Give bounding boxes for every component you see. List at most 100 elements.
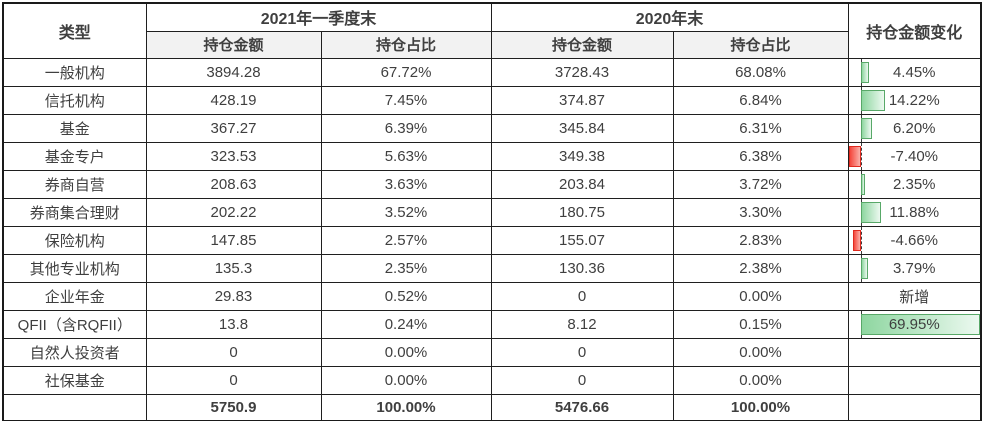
ratio-2020-cell[interactable]: 3.72%	[672, 169, 849, 199]
ratio-2020-cell[interactable]: 2.83%	[672, 225, 849, 255]
type-cell[interactable]: 基金专户	[2, 141, 147, 171]
header-group-2021q1[interactable]: 2021年一季度末	[145, 2, 492, 32]
total-amount-2020-cell[interactable]: 5476.66	[490, 393, 674, 421]
change-value: 2.35%	[892, 175, 936, 193]
type-cell[interactable]: 券商集合理财	[2, 197, 147, 227]
ratio-2021-cell[interactable]: 6.39%	[320, 113, 492, 143]
ratio-2021-cell[interactable]: 67.72%	[320, 57, 492, 87]
amount-2020-cell[interactable]: 349.38	[490, 141, 674, 171]
header-ratio-2020[interactable]: 持仓占比	[672, 30, 849, 59]
total-row: 5750.9 100.00% 5476.66 100.00%	[2, 393, 982, 421]
amount-2020-cell[interactable]: 8.12	[490, 309, 674, 339]
amount-2020-cell[interactable]: 3728.43	[490, 57, 674, 87]
amount-2021-cell[interactable]: 13.8	[145, 309, 322, 339]
change-cell[interactable]: 11.88%	[847, 197, 982, 227]
ratio-2021-cell[interactable]: 0.24%	[320, 309, 492, 339]
amount-2021-cell[interactable]: 367.27	[145, 113, 322, 143]
databar	[853, 229, 862, 251]
change-cell[interactable]: 69.95%	[847, 309, 982, 339]
ratio-2020-cell[interactable]: 3.30%	[672, 197, 849, 227]
ratio-2020-cell[interactable]: 0.00%	[672, 365, 849, 395]
ratio-2021-cell[interactable]: 5.63%	[320, 141, 492, 171]
amount-2020-cell[interactable]: 203.84	[490, 169, 674, 199]
type-cell[interactable]: 券商自营	[2, 169, 147, 199]
amount-2021-cell[interactable]: 202.22	[145, 197, 322, 227]
change-cell[interactable]	[847, 337, 982, 367]
table-row: 社保基金 0 0.00% 0 0.00%	[2, 365, 982, 395]
ratio-2020-cell[interactable]: 0.00%	[672, 337, 849, 367]
type-cell[interactable]: 信托机构	[2, 85, 147, 115]
ratio-2020-cell[interactable]: 6.84%	[672, 85, 849, 115]
amount-2021-cell[interactable]: 3894.28	[145, 57, 322, 87]
change-cell[interactable]: 新增	[847, 281, 982, 311]
table-row: 自然人投资者 0 0.00% 0 0.00%	[2, 337, 982, 367]
type-cell[interactable]: 保险机构	[2, 225, 147, 255]
amount-2020-cell[interactable]: 0	[490, 365, 674, 395]
change-value: 69.95%	[888, 315, 940, 333]
header-type[interactable]: 类型	[2, 2, 147, 59]
change-cell[interactable]: 2.35%	[847, 169, 982, 199]
ratio-2021-cell[interactable]: 3.52%	[320, 197, 492, 227]
change-cell[interactable]: 3.79%	[847, 253, 982, 283]
amount-2020-cell[interactable]: 374.87	[490, 85, 674, 115]
ratio-2021-cell[interactable]: 3.63%	[320, 169, 492, 199]
amount-2020-cell[interactable]: 180.75	[490, 197, 674, 227]
ratio-2021-cell[interactable]: 0.52%	[320, 281, 492, 311]
amount-2020-cell[interactable]: 0	[490, 281, 674, 311]
amount-2021-cell[interactable]: 428.19	[145, 85, 322, 115]
databar-axis	[861, 143, 863, 169]
amount-2021-cell[interactable]: 147.85	[145, 225, 322, 255]
ratio-2020-cell[interactable]: 6.38%	[672, 141, 849, 171]
total-change-cell[interactable]	[847, 393, 982, 421]
change-value: 4.45%	[892, 63, 936, 81]
ratio-2021-cell[interactable]: 2.35%	[320, 253, 492, 283]
table-row: 券商集合理财 202.22 3.52% 180.75 3.30% 11.88%	[2, 197, 982, 227]
type-cell[interactable]: 基金	[2, 113, 147, 143]
amount-2020-cell[interactable]: 345.84	[490, 113, 674, 143]
amount-2021-cell[interactable]: 323.53	[145, 141, 322, 171]
ratio-2021-cell[interactable]: 7.45%	[320, 85, 492, 115]
total-ratio-2020-cell[interactable]: 100.00%	[672, 393, 849, 421]
databar	[861, 313, 980, 335]
amount-2021-cell[interactable]: 0	[145, 337, 322, 367]
total-ratio-2021-cell[interactable]: 100.00%	[320, 393, 492, 421]
amount-2021-cell[interactable]: 208.63	[145, 169, 322, 199]
amount-2020-cell[interactable]: 155.07	[490, 225, 674, 255]
change-cell[interactable]: 4.45%	[847, 57, 982, 87]
change-cell[interactable]: 14.22%	[847, 85, 982, 115]
amount-2021-cell[interactable]: 135.3	[145, 253, 322, 283]
change-value: -4.66%	[890, 231, 939, 249]
table-row: 基金专户 323.53 5.63% 349.38 6.38% -7.40%	[2, 141, 982, 171]
type-cell[interactable]: 自然人投资者	[2, 337, 147, 367]
header-ratio-2021[interactable]: 持仓占比	[320, 30, 492, 59]
total-type-cell[interactable]	[2, 393, 147, 421]
ratio-2020-cell[interactable]: 68.08%	[672, 57, 849, 87]
header-change[interactable]: 持仓金额变化	[847, 2, 982, 59]
ratio-2021-cell[interactable]: 0.00%	[320, 337, 492, 367]
change-cell[interactable]	[847, 365, 982, 395]
amount-2020-cell[interactable]: 0	[490, 337, 674, 367]
amount-2020-cell[interactable]: 130.36	[490, 253, 674, 283]
ratio-2020-cell[interactable]: 6.31%	[672, 113, 849, 143]
header-amount-2020[interactable]: 持仓金额	[490, 30, 674, 59]
header-amount-2021[interactable]: 持仓金额	[145, 30, 322, 59]
change-value: 14.22%	[888, 91, 940, 109]
amount-2021-cell[interactable]: 0	[145, 365, 322, 395]
ratio-2021-cell[interactable]: 2.57%	[320, 225, 492, 255]
amount-2021-cell[interactable]: 29.83	[145, 281, 322, 311]
header-group-2020[interactable]: 2020年末	[490, 2, 849, 32]
ratio-2021-cell[interactable]: 0.00%	[320, 365, 492, 395]
type-cell[interactable]: 社保基金	[2, 365, 147, 395]
ratio-2020-cell[interactable]: 0.15%	[672, 309, 849, 339]
type-cell[interactable]: QFII（含RQFII）	[2, 309, 147, 339]
type-cell[interactable]: 一般机构	[2, 57, 147, 87]
change-value: 新增	[899, 288, 930, 306]
type-cell[interactable]: 企业年金	[2, 281, 147, 311]
total-amount-2021-cell[interactable]: 5750.9	[145, 393, 322, 421]
ratio-2020-cell[interactable]: 0.00%	[672, 281, 849, 311]
ratio-2020-cell[interactable]: 2.38%	[672, 253, 849, 283]
change-cell[interactable]: -4.66%	[847, 225, 982, 255]
type-cell[interactable]: 其他专业机构	[2, 253, 147, 283]
change-cell[interactable]: 6.20%	[847, 113, 982, 143]
change-cell[interactable]: -7.40%	[847, 141, 982, 171]
